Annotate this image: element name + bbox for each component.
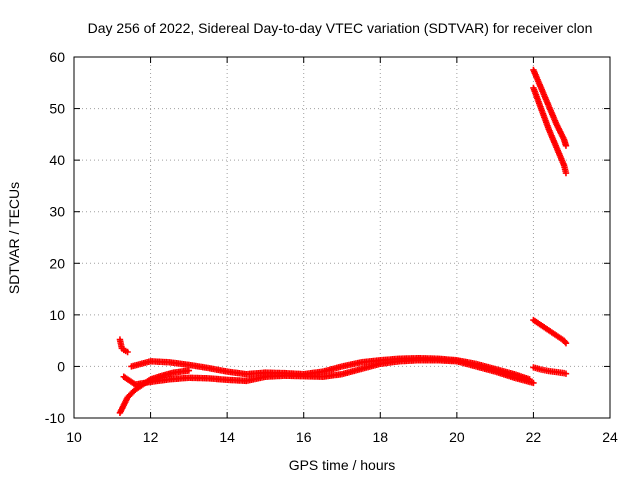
x-axis-label: GPS time / hours — [289, 457, 396, 473]
data-point — [562, 370, 570, 377]
data-point — [530, 379, 537, 387]
points-layer — [116, 66, 570, 417]
x-tick-label: 16 — [296, 429, 312, 445]
data-point — [562, 142, 570, 149]
series-late-flat-arc — [530, 364, 570, 377]
x-tick-label: 10 — [66, 429, 82, 445]
x-tick-label: 20 — [449, 429, 465, 445]
y-tick-label: 60 — [49, 49, 65, 65]
x-tick-label: 14 — [219, 429, 235, 445]
data-point — [124, 348, 131, 356]
data-point — [561, 338, 569, 346]
data-point — [562, 340, 570, 347]
x-tick-label: 12 — [143, 429, 159, 445]
y-tick-label: 50 — [49, 101, 65, 117]
x-tick-label: 24 — [602, 429, 618, 445]
data-point — [185, 367, 193, 374]
y-tick-label: 30 — [49, 204, 65, 220]
series-early-start-points — [116, 336, 131, 356]
plot-frame — [73, 56, 611, 419]
ticks-layer: 10 12 14 16 18 20 22 24 -10 0 10 20 30 40 50 60 — [45, 49, 618, 445]
y-axis-label: SDTVAR / TECUs — [6, 182, 22, 294]
x-tick-label: 22 — [526, 429, 542, 445]
series-early-drop-arc — [116, 367, 193, 417]
y-tick-label: 40 — [49, 152, 65, 168]
x-tick-label: 18 — [372, 429, 388, 445]
data-point — [562, 169, 570, 177]
series-late-lower-arc — [530, 84, 570, 177]
series-late-upper-arc — [530, 66, 570, 149]
chart-title: Day 256 of 2022, Sidereal Day-to-day VTE… — [88, 20, 593, 36]
y-tick-label: -10 — [45, 410, 65, 426]
series-late-mid-arc — [530, 316, 570, 347]
y-tick-label: 10 — [49, 307, 65, 323]
y-tick-label: 0 — [57, 358, 65, 374]
y-tick-label: 20 — [49, 255, 65, 271]
series-main-lower-band — [120, 357, 537, 388]
